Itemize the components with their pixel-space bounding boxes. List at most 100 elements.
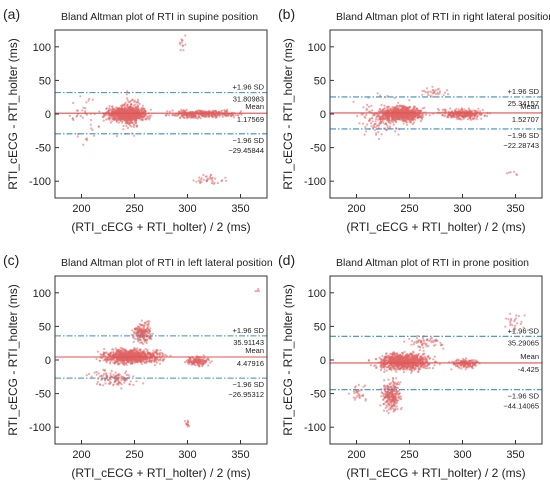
data-point	[174, 113, 178, 116]
data-point	[148, 357, 151, 360]
data-point	[89, 123, 92, 126]
data-point	[136, 114, 139, 117]
data-point	[400, 113, 403, 116]
data-point	[405, 121, 408, 124]
data-point	[149, 351, 152, 354]
data-point	[142, 342, 145, 345]
data-point	[108, 105, 111, 108]
data-point	[431, 85, 434, 88]
data-point	[151, 351, 154, 354]
data-point	[127, 374, 130, 377]
data-point	[374, 128, 377, 132]
data-point	[362, 106, 365, 109]
panel-title: Bland Altman plot of RTI in left lateral…	[61, 257, 273, 269]
data-point	[375, 366, 378, 369]
data-point	[109, 380, 112, 384]
upper-limit-value: 25.34157	[508, 99, 539, 108]
data-point	[443, 91, 446, 94]
data-point	[82, 143, 85, 146]
y-tick-label: 50	[39, 321, 51, 333]
y-tick-label: 0	[45, 109, 51, 121]
data-point	[505, 172, 508, 175]
data-point	[137, 339, 140, 343]
data-point	[403, 113, 406, 116]
panel-1: (a) Bland Altman plot of RTI in supine po…	[3, 6, 268, 234]
data-point	[210, 182, 214, 185]
data-point	[447, 114, 450, 117]
data-point	[137, 117, 140, 120]
data-point	[376, 92, 379, 95]
data-point	[121, 120, 124, 123]
y-axis-label: RTI_cECG - RTI_holter (ms)	[281, 38, 295, 190]
data-point	[366, 103, 369, 106]
data-point	[412, 350, 415, 353]
data-point	[399, 110, 402, 113]
data-point	[110, 110, 114, 113]
data-point	[181, 39, 184, 42]
data-point	[197, 357, 200, 360]
panel-letter: (d)	[278, 252, 295, 268]
data-point	[375, 115, 378, 118]
data-point	[88, 97, 91, 100]
data-point	[460, 107, 463, 110]
y-tick-label: 50	[314, 75, 326, 87]
data-point	[119, 119, 122, 122]
data-point	[163, 353, 166, 356]
data-point	[116, 109, 119, 112]
data-point	[198, 115, 201, 119]
data-point	[112, 373, 115, 376]
data-point	[79, 114, 82, 118]
data-point	[102, 359, 105, 362]
data-point	[472, 109, 475, 112]
data-point	[133, 337, 136, 340]
data-point	[205, 110, 208, 113]
data-point	[149, 327, 152, 330]
data-point	[389, 115, 392, 118]
data-point	[183, 420, 186, 423]
panel-3: (c) Bland Altman plot of RTI in left late…	[3, 252, 273, 480]
data-point	[114, 371, 117, 374]
data-point	[119, 353, 122, 356]
data-point	[404, 117, 408, 121]
data-point	[404, 109, 407, 112]
data-point	[114, 347, 117, 350]
data-point	[145, 115, 148, 118]
data-point	[396, 104, 399, 108]
data-point	[513, 170, 516, 173]
data-point	[447, 110, 450, 113]
data-point	[122, 124, 125, 128]
data-point	[257, 289, 260, 293]
data-point	[115, 135, 119, 138]
data-point	[139, 348, 142, 351]
data-point	[444, 113, 447, 116]
data-point	[129, 359, 132, 362]
data-point	[211, 180, 214, 183]
data-point	[116, 361, 119, 364]
data-point	[126, 110, 129, 113]
data-point	[377, 124, 380, 127]
data-point	[91, 128, 94, 132]
data-point	[373, 114, 376, 117]
data-point	[224, 110, 227, 113]
data-point	[146, 338, 149, 341]
data-point	[81, 109, 84, 112]
data-point	[203, 115, 206, 118]
upper-limit-label: +1.96 SD	[233, 83, 265, 92]
data-point	[431, 92, 434, 95]
data-point	[146, 348, 149, 351]
data-point	[380, 110, 383, 113]
data-point	[374, 126, 377, 129]
x-tick-label: 250	[125, 203, 143, 215]
data-point	[392, 121, 395, 124]
data-point	[123, 352, 126, 355]
data-point	[135, 109, 138, 112]
data-point	[379, 94, 382, 97]
data-point	[452, 113, 455, 116]
data-point	[464, 110, 467, 113]
data-point	[196, 117, 199, 120]
data-point	[123, 379, 127, 382]
data-point	[455, 107, 458, 111]
data-point	[130, 350, 133, 353]
data-point	[412, 115, 415, 119]
data-point	[128, 100, 131, 104]
